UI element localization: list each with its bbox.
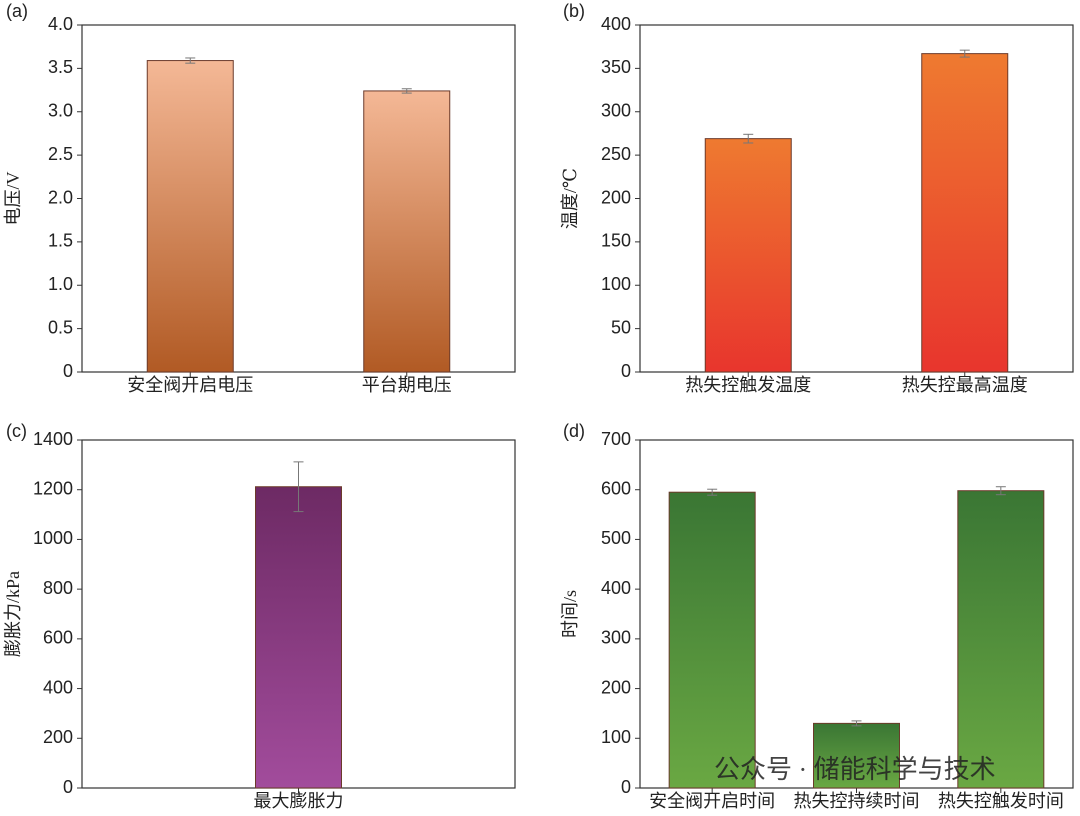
y-tick-label: 4.0 (48, 14, 73, 34)
y-tick-label: 200 (601, 187, 631, 207)
error-bar (707, 488, 718, 496)
y-tick-label: 400 (601, 578, 631, 598)
y-tick-label: 0 (621, 777, 631, 797)
y-tick-label: 600 (43, 628, 73, 648)
y-tick-label: 1.5 (48, 231, 73, 251)
y-tick-label: 50 (611, 317, 631, 337)
error-bar (185, 57, 196, 64)
x-tick-label: 热失控最高温度 (902, 375, 1028, 395)
x-tick-label: 安全阀开启电压 (127, 375, 253, 395)
y-tick-label: 400 (43, 677, 73, 697)
y-tick-label: 600 (601, 478, 631, 498)
error-bar (851, 720, 862, 727)
error-bar (401, 88, 412, 94)
bar (146, 60, 234, 373)
panel-label: (c) (6, 421, 27, 441)
y-tick-label: 3.0 (48, 101, 73, 121)
y-tick-label: 1200 (33, 478, 73, 498)
bar (668, 491, 756, 789)
error-bar (995, 486, 1006, 496)
bar (813, 722, 900, 789)
y-tick-label: 300 (601, 628, 631, 648)
error-bar (293, 461, 304, 513)
panel-label: (b) (563, 1, 585, 21)
x-tick-label: 最大膨胀力 (254, 791, 344, 811)
y-tick-label: 200 (43, 727, 73, 747)
y-tick-label: 100 (601, 274, 631, 294)
y-tick-label: 0 (63, 361, 73, 381)
y-tick-label: 0.5 (48, 317, 73, 337)
y-axis-label: 膨胀力/kPa (3, 571, 23, 657)
y-tick-label: 0 (63, 777, 73, 797)
y-tick-label: 2.0 (48, 187, 73, 207)
bar (704, 138, 792, 373)
error-bar (959, 49, 970, 58)
y-tick-label: 3.5 (48, 57, 73, 77)
y-tick-label: 400 (601, 14, 631, 34)
x-tick-label: 安全阀开启时间 (649, 791, 775, 811)
y-tick-label: 1.0 (48, 274, 73, 294)
bar (255, 486, 342, 789)
y-tick-label: 0 (621, 361, 631, 381)
y-tick-label: 150 (601, 231, 631, 251)
y-tick-label: 700 (601, 429, 631, 449)
x-tick-label: 热失控触发温度 (685, 375, 811, 395)
y-tick-label: 200 (601, 677, 631, 697)
error-bar (743, 133, 754, 144)
panel-label: (d) (563, 421, 585, 441)
y-tick-label: 300 (601, 101, 631, 121)
y-axis-label: 电压/V (3, 171, 23, 225)
bar (921, 53, 1009, 373)
watermark: 公众号 · 储能科学与技术 (714, 755, 996, 784)
y-tick-label: 1000 (33, 528, 73, 548)
y-tick-label: 250 (601, 144, 631, 164)
bar (957, 490, 1045, 789)
x-tick-label: 平台期电压 (362, 375, 452, 395)
x-tick-label: 热失控持续时间 (794, 791, 920, 811)
panel-label: (a) (6, 1, 28, 21)
y-tick-label: 350 (601, 57, 631, 77)
y-tick-label: 1400 (33, 429, 73, 449)
bar (363, 90, 451, 373)
y-tick-label: 800 (43, 578, 73, 598)
y-tick-label: 100 (601, 727, 631, 747)
y-axis-label: 温度/℃ (560, 168, 580, 229)
y-tick-label: 500 (601, 528, 631, 548)
y-axis-label: 时间/s (560, 590, 580, 638)
y-tick-label: 2.5 (48, 144, 73, 164)
x-tick-label: 热失控触发时间 (938, 791, 1064, 811)
